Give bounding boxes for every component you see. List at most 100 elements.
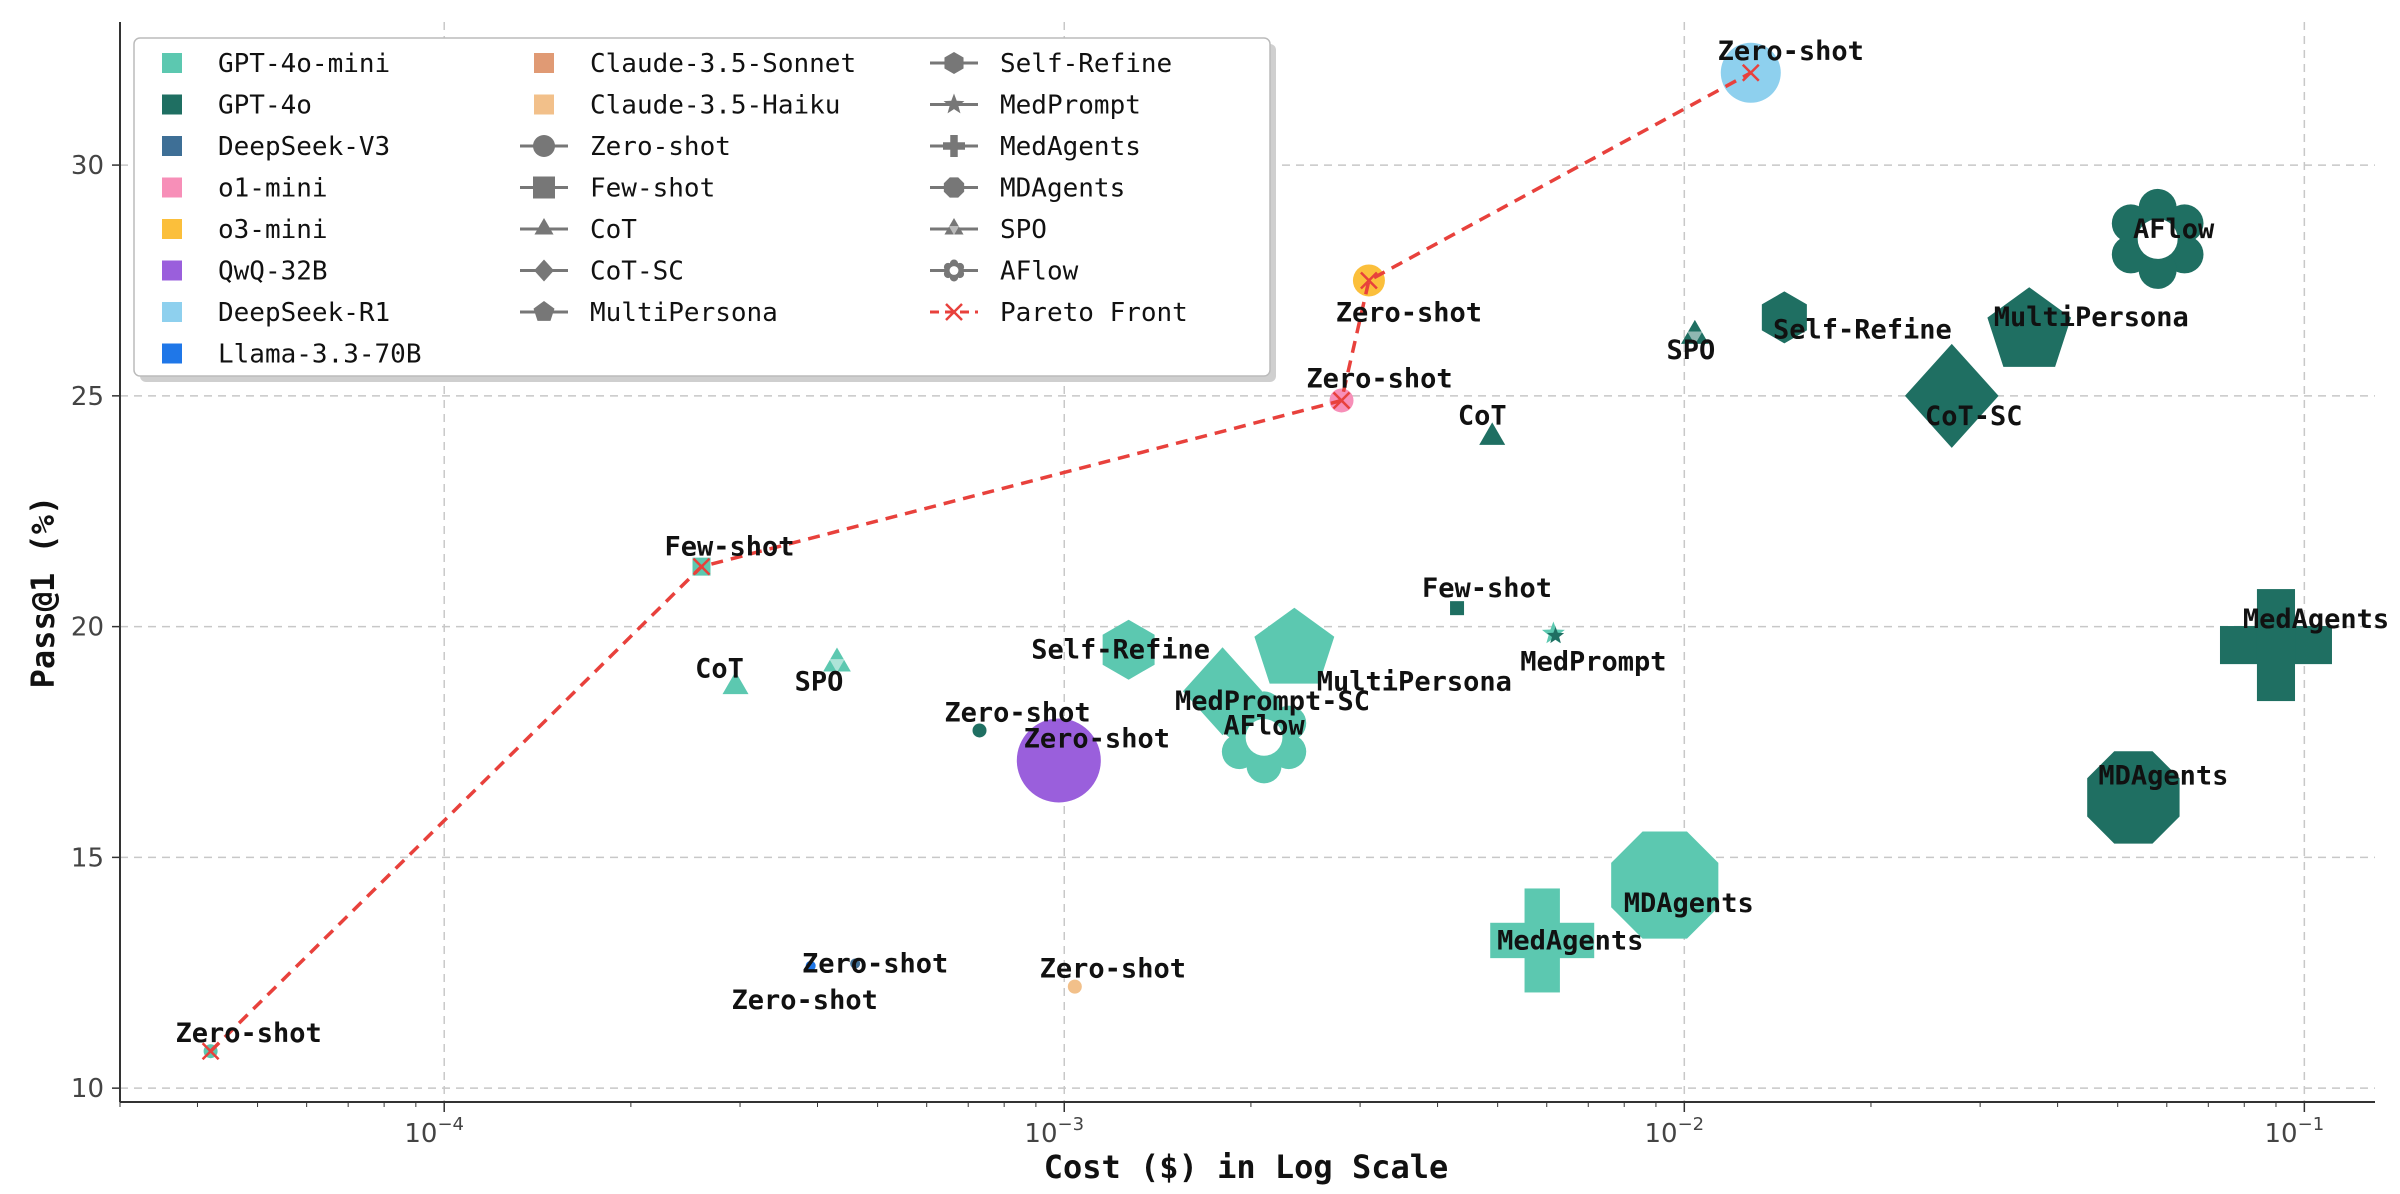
point-label: Self-Refine xyxy=(1031,635,1210,666)
y-axis-label: Pass@1 (%) xyxy=(24,496,62,689)
legend-marker xyxy=(533,135,555,157)
pareto-point xyxy=(1360,271,1378,290)
point-label: Zero-shot xyxy=(175,1018,321,1049)
data-point xyxy=(972,723,987,738)
data-points xyxy=(203,42,2332,1059)
point-label: Zero-shot xyxy=(732,985,878,1016)
legend-label: Pareto Front xyxy=(1000,298,1188,328)
marker-shape xyxy=(1687,331,1703,345)
legend-swatch xyxy=(162,302,182,322)
marker-shape xyxy=(533,301,555,321)
legend-marker xyxy=(533,301,555,321)
legend-label: Claude-3.5-Sonnet xyxy=(590,49,856,79)
y-tick-label: 25 xyxy=(71,382,104,412)
data-point xyxy=(1904,343,1999,448)
marker-shape xyxy=(805,960,816,971)
legend-marker xyxy=(945,303,963,321)
x-tick-label: 10−1 xyxy=(2265,1114,2325,1149)
legend-box xyxy=(133,37,1271,377)
data-point xyxy=(1479,422,1506,445)
marker-shape xyxy=(722,671,749,695)
y-tick-label: 15 xyxy=(71,843,104,873)
marker-shape xyxy=(943,177,965,198)
point-label: Zero-shot xyxy=(1718,36,1864,67)
legend-label: CoT-SC xyxy=(590,257,684,287)
pareto-x-stroke xyxy=(201,1042,220,1061)
point-label: AFlow xyxy=(2133,214,2215,245)
marker-shape xyxy=(950,135,958,157)
pareto-x-stroke xyxy=(1360,271,1378,290)
point-label: MedPrompt xyxy=(1520,647,1666,678)
legend-label: Few-shot xyxy=(590,174,715,204)
y-tick-label: 10 xyxy=(71,1074,104,1104)
marker-shape xyxy=(1254,607,1335,684)
marker-shape xyxy=(534,218,554,235)
pareto-x-stroke xyxy=(1332,391,1351,410)
marker-shape xyxy=(1611,831,1719,939)
legend-swatch xyxy=(534,53,554,73)
legend-label: MedAgents xyxy=(1000,132,1141,162)
legend-marker xyxy=(943,177,965,198)
legend-swatch xyxy=(162,53,182,73)
data-point xyxy=(1182,647,1263,736)
legend-label: CoT xyxy=(590,215,637,245)
marker-shape xyxy=(972,723,987,738)
legend-swatch xyxy=(162,343,182,364)
data-point xyxy=(1254,607,1335,684)
marker-shape xyxy=(2087,751,2180,844)
data-point xyxy=(1987,287,2072,367)
marker-shape xyxy=(1761,291,1807,344)
legend-swatch xyxy=(162,136,182,156)
legend-swatch xyxy=(534,94,554,115)
legend-label: GPT-4o-mini xyxy=(218,49,390,79)
marker-shape xyxy=(1987,287,2072,367)
legend-swatch xyxy=(162,260,182,281)
point-label: Zero-shot xyxy=(1336,297,1482,328)
point-label: Zero-shot xyxy=(1306,363,1452,394)
legend-label: Claude-3.5-Haiku xyxy=(590,91,840,121)
legend-marker xyxy=(943,259,965,282)
marker-shape xyxy=(943,93,965,114)
legend-swatch xyxy=(162,94,182,115)
point-label: MDAgents xyxy=(1624,888,1754,919)
point-label: MedPrompt-SC xyxy=(1175,686,1370,717)
data-point xyxy=(823,647,851,673)
data-point xyxy=(1450,601,1465,616)
marker-shape xyxy=(1245,718,1283,756)
pareto-x-stroke xyxy=(692,557,711,576)
point-label: SPO xyxy=(795,667,844,698)
pareto-point xyxy=(692,557,711,576)
marker-shape xyxy=(2137,218,2178,259)
data-point xyxy=(1102,619,1155,680)
pareto-point xyxy=(201,1042,220,1061)
data-point xyxy=(2219,589,2332,702)
point-label: CoT xyxy=(1458,400,1507,431)
marker-shape xyxy=(850,958,861,969)
marker-shape xyxy=(944,52,964,74)
marker-shape xyxy=(533,176,555,199)
x-axis-label: Cost ($) in Log Scale xyxy=(1044,1148,1449,1186)
legend-label: MDAgents xyxy=(1000,174,1125,204)
point-label: MedAgents xyxy=(1497,925,1643,956)
pareto-x-stroke xyxy=(1741,63,1760,82)
marker-shape xyxy=(948,225,960,236)
y-tick-label: 30 xyxy=(71,151,104,181)
point-label: Zero-shot xyxy=(944,697,1090,728)
legend: GPT-4o-mini GPT-4o DeepSeek-V3 o1-mini o3-mi… xyxy=(133,37,1276,382)
point-label: CoT xyxy=(695,654,744,685)
marker-shape xyxy=(533,135,555,157)
legend-marker xyxy=(943,93,965,114)
marker-shape xyxy=(1904,343,1999,448)
data-point xyxy=(722,671,749,695)
pareto-point xyxy=(1741,63,1760,82)
data-point xyxy=(1221,691,1307,784)
legend-label: o1-mini xyxy=(218,174,328,204)
marker-shape xyxy=(949,266,959,275)
data-point xyxy=(1611,831,1719,939)
pareto-x-stroke xyxy=(945,303,963,321)
point-label: Self-Refine xyxy=(1773,314,1952,345)
legend-label: SPO xyxy=(1000,215,1047,245)
point-label: Zero-shot xyxy=(1024,723,1170,754)
marker-shape xyxy=(534,259,554,282)
